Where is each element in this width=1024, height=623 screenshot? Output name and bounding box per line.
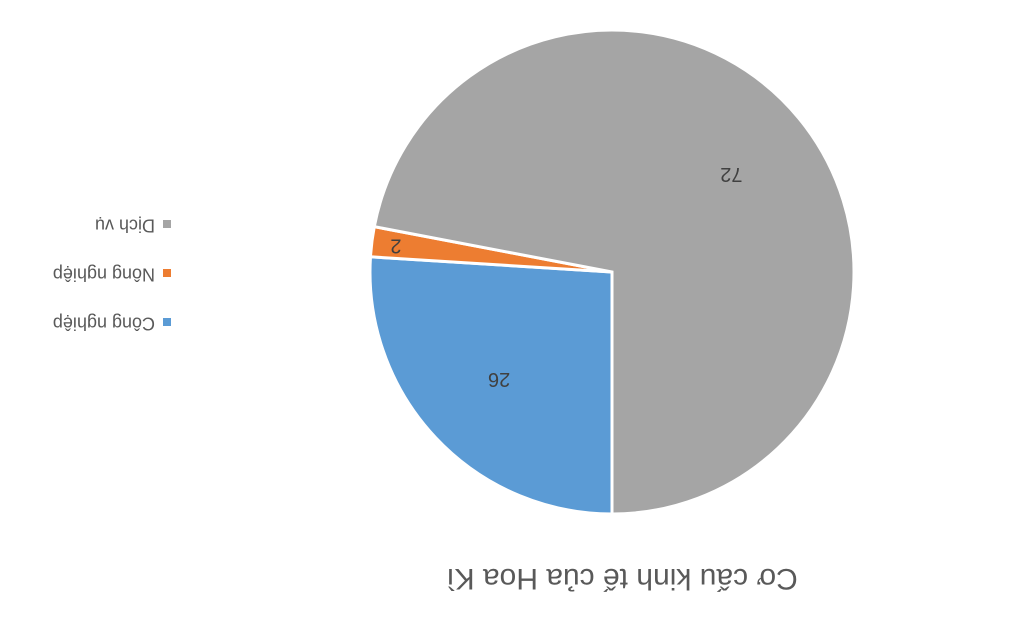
data-label: 72: [720, 163, 742, 185]
legend-marker: [163, 220, 171, 228]
data-label: 2: [390, 234, 401, 256]
legend-label: Công nghiệp: [53, 313, 155, 333]
legend-label: Nông nghiệp: [53, 264, 155, 284]
pie-slice: [372, 28, 856, 516]
legend-marker: [163, 269, 171, 277]
legend-label: Dịch vụ: [95, 215, 155, 235]
chart-title: Cơ cấu kinh tế của Hoa Kì: [446, 562, 798, 595]
legend-marker: [163, 318, 171, 326]
pie-slice: [368, 255, 614, 516]
data-label: 26: [488, 368, 510, 390]
